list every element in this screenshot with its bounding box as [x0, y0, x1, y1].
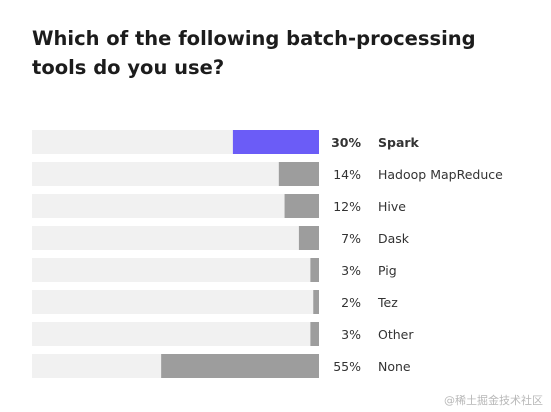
bar-pig [310, 258, 319, 282]
bar-track-dask [32, 226, 319, 250]
bar-other [310, 322, 319, 346]
watermark: @稀土掘金技术社区 [444, 394, 543, 407]
value-label-pig: 3% [341, 263, 361, 278]
category-label-pig: Pig [378, 263, 397, 278]
bar-track-tez [32, 290, 319, 314]
bar-tez [313, 290, 319, 314]
category-label-tez: Tez [377, 295, 398, 310]
bar-track-pig [32, 258, 319, 282]
value-label-spark: 30% [331, 135, 361, 150]
value-label-other: 3% [341, 327, 361, 342]
category-label-dask: Dask [378, 231, 410, 246]
value-label-tez: 2% [341, 295, 361, 310]
category-label-other: Other [378, 327, 414, 342]
chart-title: Which of the following batch-processing … [32, 27, 476, 79]
value-label-none: 55% [333, 359, 361, 374]
value-label-dask: 7% [341, 231, 361, 246]
bar-hadoop-mapreduce [278, 162, 319, 186]
bar-dask [298, 226, 319, 250]
bar-hive [284, 194, 319, 218]
value-label-hive: 12% [333, 199, 361, 214]
bar-spark [232, 130, 319, 154]
category-label-spark: Spark [378, 135, 420, 150]
bar-track-hive [32, 194, 319, 218]
category-label-none: None [378, 359, 411, 374]
bar-none [161, 354, 319, 378]
value-label-hadoop-mapreduce: 14% [333, 167, 361, 182]
bar-track-other [32, 322, 319, 346]
bar-track-hadoop-mapreduce [32, 162, 319, 186]
category-label-hive: Hive [378, 199, 406, 214]
category-label-hadoop-mapreduce: Hadoop MapReduce [378, 167, 503, 182]
